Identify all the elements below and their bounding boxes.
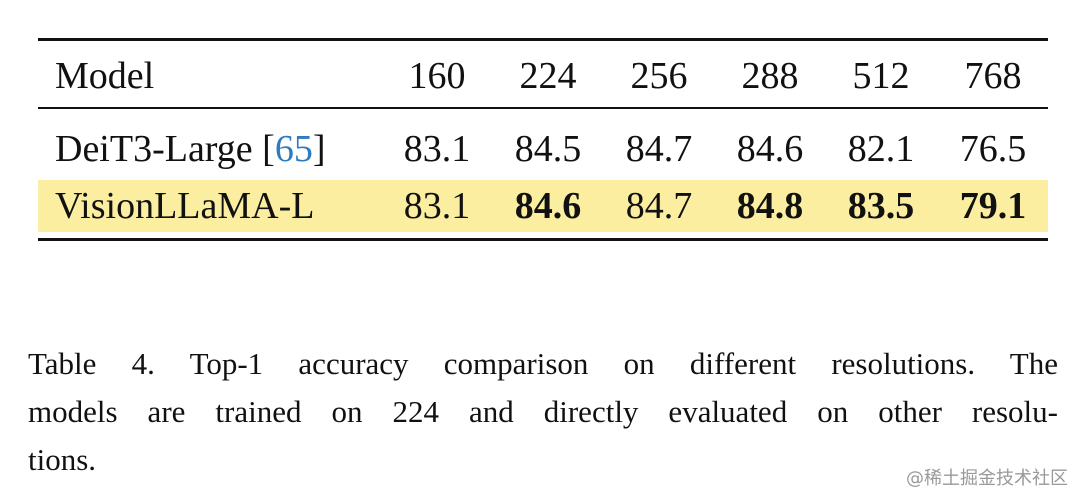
header-cell: 256	[630, 55, 688, 97]
model-cell: VisionLLaMA-L	[55, 184, 314, 228]
value-cell: 79.1	[959, 185, 1027, 227]
header-cell: 512	[852, 55, 910, 97]
bottom-rule	[38, 238, 1048, 241]
watermark: @稀土掘金技术社区	[906, 468, 1068, 489]
value-cell: 84.7	[625, 128, 693, 170]
value-cell: 84.5	[514, 128, 582, 170]
mid-rule	[38, 107, 1048, 109]
value-cell: 76.5	[959, 128, 1027, 170]
header-cell: Model	[55, 55, 155, 97]
caption-line: tions.	[28, 442, 97, 477]
header-cell: 768	[964, 55, 1022, 97]
header-cell: 288	[741, 55, 799, 97]
value-cell: 84.8	[736, 185, 804, 227]
citation: 65	[274, 128, 313, 170]
value-cell: 84.6	[736, 128, 804, 170]
caption-line: models are trained on 224 and directly e…	[28, 394, 1058, 429]
row-highlight	[38, 180, 1048, 232]
value-cell: 82.1	[847, 128, 915, 170]
caption-line: Table 4. Top-1 accuracy comparison on di…	[28, 346, 1058, 381]
header-cell: 224	[519, 55, 577, 97]
value-cell: 84.7	[625, 185, 693, 227]
value-cell: 83.1	[403, 185, 471, 227]
header-cell: 160	[408, 55, 466, 97]
model-name: ]	[312, 128, 326, 170]
model-name: VisionLLaMA-L	[55, 185, 315, 227]
value-cell: 83.5	[847, 185, 915, 227]
model-name: DeiT3-Large [	[55, 128, 275, 170]
value-cell: 83.1	[403, 128, 471, 170]
model-cell: DeiT3-Large [65]	[55, 127, 325, 171]
value-cell: 84.6	[514, 185, 582, 227]
top-rule	[38, 38, 1048, 41]
